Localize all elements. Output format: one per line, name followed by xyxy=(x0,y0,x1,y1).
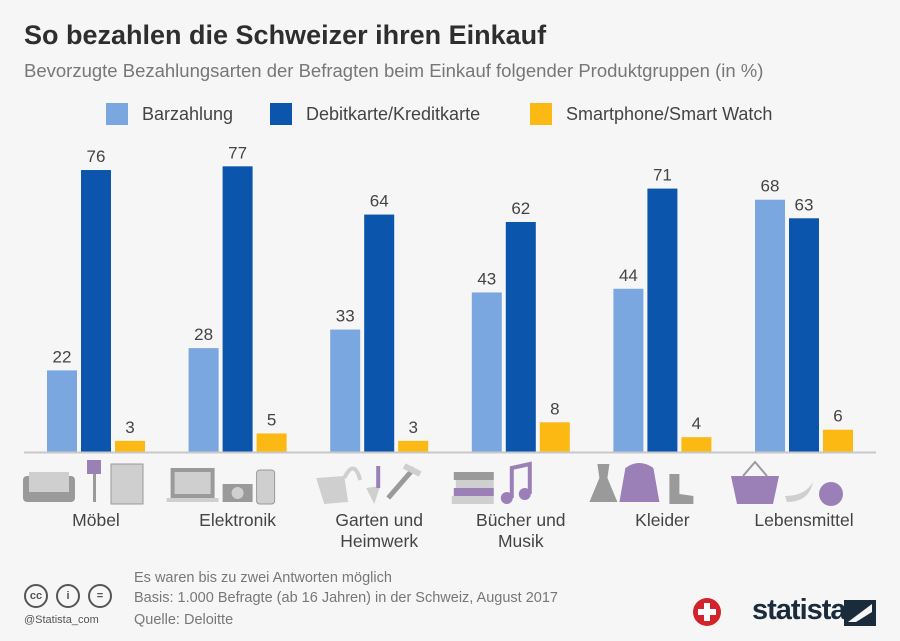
data-label: 62 xyxy=(511,199,530,218)
bar-2-4 xyxy=(681,437,712,452)
chart-title: So bezahlen die Schweizer ihren Einkauf xyxy=(24,20,547,50)
category-label-line: Elektronik xyxy=(199,510,277,530)
bar-0-3 xyxy=(471,292,502,452)
bar-2-5 xyxy=(823,429,853,452)
legend-swatch xyxy=(530,103,552,125)
category-label: Garten und Heimwerk xyxy=(309,510,449,552)
bar-0-5 xyxy=(755,199,785,452)
bar-0-0 xyxy=(47,370,77,452)
no-derivatives-icon: = xyxy=(88,584,112,608)
bar-1-0 xyxy=(81,170,111,453)
data-label: 71 xyxy=(653,166,672,185)
basket-banana-apple-icon xyxy=(731,460,843,506)
legend-label: Debitkarte/Kreditkarte xyxy=(306,103,481,124)
data-label: 63 xyxy=(795,195,814,214)
data-label: 77 xyxy=(228,143,247,162)
watering-can-shovel-hammer-icon xyxy=(316,463,422,504)
data-label: 44 xyxy=(619,266,638,285)
bar-2-1 xyxy=(256,433,287,452)
legend-label: Barzahlung xyxy=(142,103,234,124)
bar-2-0 xyxy=(115,440,145,452)
category-label: Lebensmittel xyxy=(734,510,874,531)
dress-hoodie-boot-icon xyxy=(589,463,694,504)
laptop-camera-phone-icon xyxy=(166,468,276,505)
bar-1-4 xyxy=(647,188,678,452)
bar-0-4 xyxy=(613,288,644,452)
sofa-lamp-cabinet-icon xyxy=(23,460,144,505)
bar-1-5 xyxy=(789,218,819,452)
data-label: 22 xyxy=(53,347,72,366)
legend-label: Smartphone/Smart Watch xyxy=(566,103,773,124)
bar-1-1 xyxy=(222,166,253,452)
data-label: 64 xyxy=(370,192,389,211)
data-label: 28 xyxy=(194,325,213,344)
chart-subtitle: Bevorzugte Bezahlungsarten der Befragten… xyxy=(24,60,764,81)
footer-note: Es waren bis zu zwei Antworten möglich xyxy=(134,570,392,586)
attribution-icon: i xyxy=(56,584,80,608)
category-label: Kleider xyxy=(592,510,732,531)
category-label-line: Bücher und xyxy=(476,510,566,530)
data-label: 43 xyxy=(477,269,496,288)
data-label: 8 xyxy=(550,399,559,418)
bar-1-3 xyxy=(505,221,536,452)
data-label: 33 xyxy=(336,307,355,326)
data-label: 76 xyxy=(87,147,106,166)
data-label: 3 xyxy=(408,418,417,437)
category-label: Bücher und Musik xyxy=(451,510,591,552)
data-label: 5 xyxy=(267,410,276,429)
legend-item-smartphone: Smartphone/Smart Watch xyxy=(530,103,772,125)
data-label: 68 xyxy=(761,177,780,196)
data-label: 6 xyxy=(833,407,842,426)
category-label-line: Garten und xyxy=(335,510,423,530)
legend-swatch xyxy=(270,103,292,125)
statista-handle: @Statista_com xyxy=(24,614,99,626)
footer-basis: Basis: 1.000 Befragte (ab 16 Jahren) in … xyxy=(134,590,558,606)
legend-swatch xyxy=(106,103,128,125)
books-music-note-icon xyxy=(451,461,532,504)
category-label: Möbel xyxy=(26,510,166,531)
category-label-line: Musik xyxy=(497,531,544,551)
statista-logo-icon xyxy=(844,600,876,626)
legend-item-debitkarte: Debitkarte/Kreditkarte xyxy=(270,103,480,125)
footer-source: Quelle: Deloitte xyxy=(134,612,234,628)
bar-2-3 xyxy=(539,422,570,452)
statista-logo: statista xyxy=(752,594,847,626)
legend-item-barzahlung: Barzahlung xyxy=(106,103,233,125)
data-label: 3 xyxy=(125,418,134,437)
bar-0-1 xyxy=(188,348,219,452)
bar-2-2 xyxy=(398,440,429,452)
category-label: Elektronik xyxy=(168,510,308,531)
legend: Barzahlung Debitkarte/Kreditkarte Smartp… xyxy=(0,103,900,127)
cc-license-icon: cc xyxy=(24,584,48,608)
bar-1-2 xyxy=(364,214,395,452)
swiss-flag-icon xyxy=(693,598,721,626)
category-label-line: Möbel xyxy=(72,510,120,530)
bar-0-2 xyxy=(330,329,361,452)
category-label-line: Lebensmittel xyxy=(754,510,854,530)
category-label-line: Heimwerk xyxy=(340,531,419,551)
category-label-line: Kleider xyxy=(635,510,690,530)
data-label: 4 xyxy=(692,414,701,433)
